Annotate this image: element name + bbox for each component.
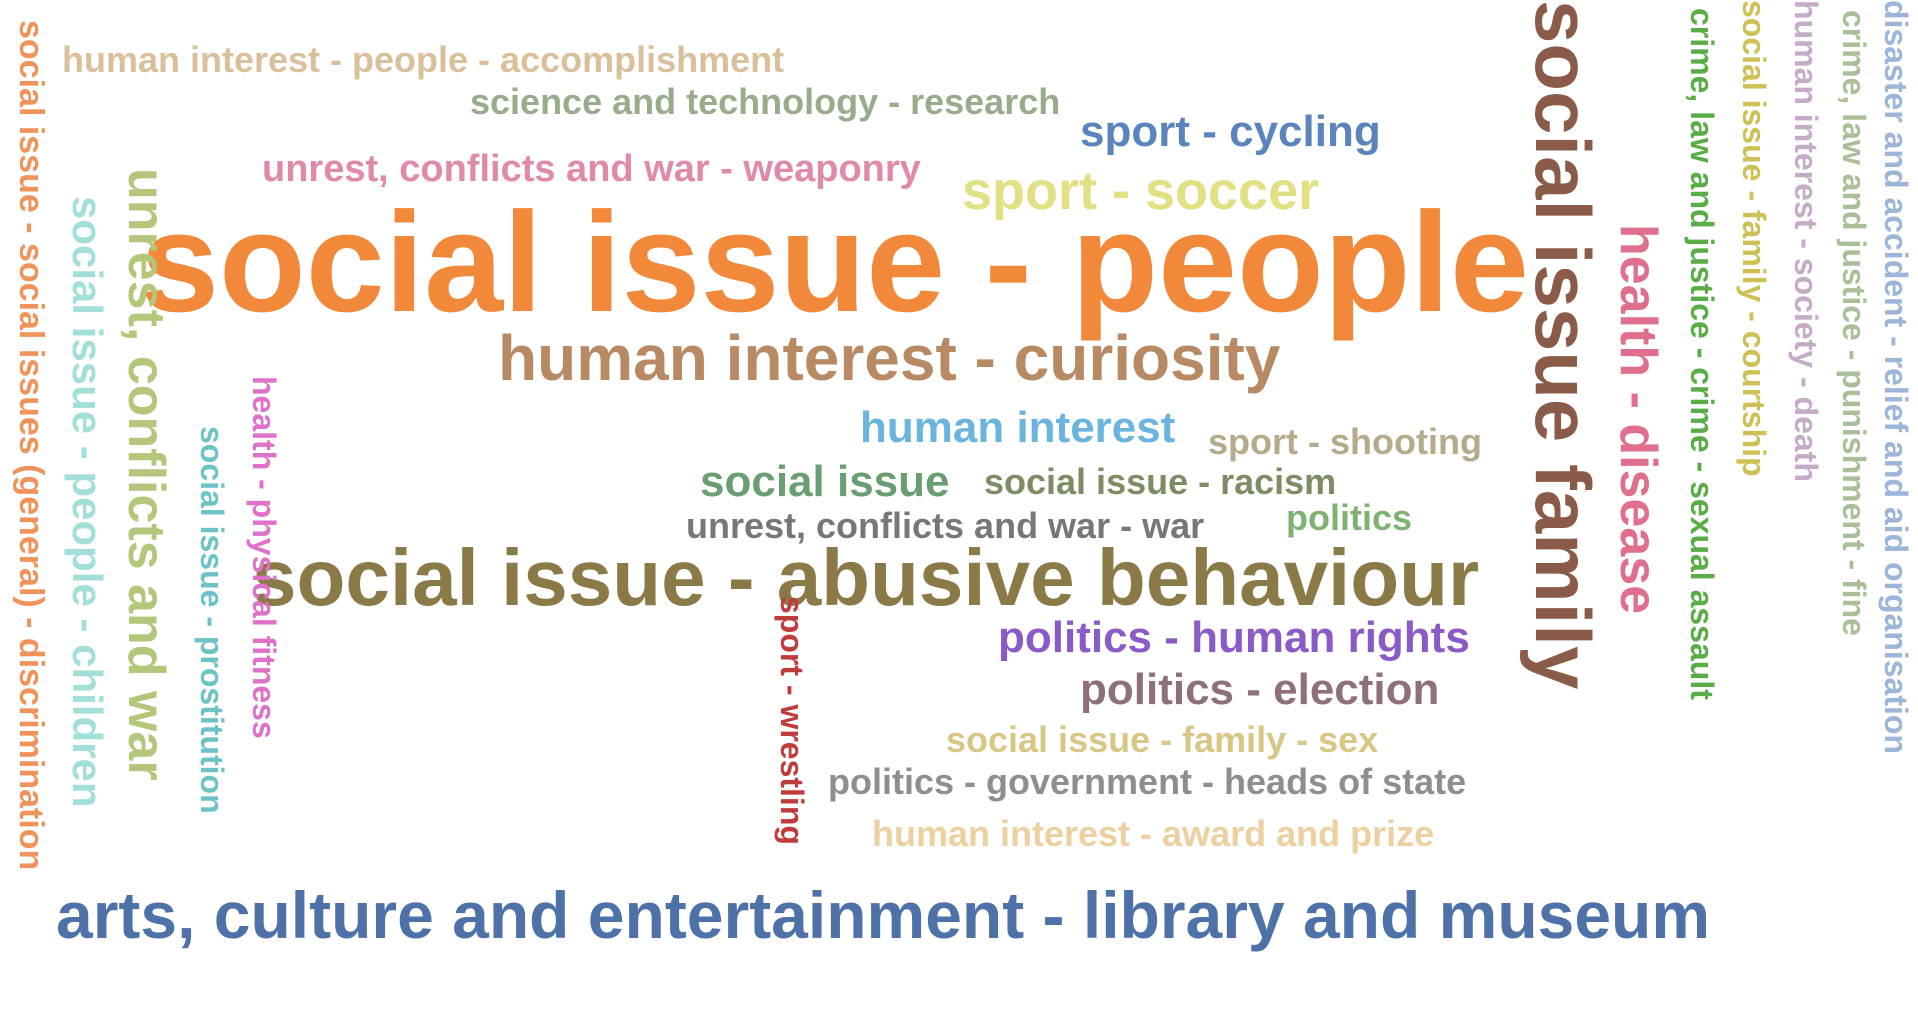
word-human-rights: politics - human rights [998,613,1470,662]
word-wrestling: sport - wrestling [774,596,810,845]
word-human-interest: human interest [860,403,1176,452]
word-accomplishment: human interest - people - accomplishment [62,39,785,80]
word-family-sex: social issue - family - sex [946,719,1379,760]
word-social-issue: social issue [700,457,950,506]
word-heads-of-state: politics - government - heads of state [828,761,1467,802]
word-election: politics - election [1080,665,1440,714]
word-physical-fitness: health - physical fitness [246,376,282,739]
word-weaponry: unrest, conflicts and war - weaponry [262,148,921,190]
word-politics: politics [1286,497,1413,538]
word-fine: crime, law and justice - punishment - fi… [1836,10,1872,636]
word-social-issue-family: social issue family [1519,0,1607,690]
word-discrimination: social issue - social issues (general) -… [12,20,50,871]
word-sexual-assault: crime, law and justice - crime - sexual … [1684,8,1720,700]
word-disease: health - disease [1609,224,1667,615]
word-war: unrest, conflicts and war - war [686,505,1205,546]
word-research: science and technology - research [470,81,1061,122]
word-relief-aid: disaster and accident - relief and aid o… [1878,0,1914,754]
word-cycling: sport - cycling [1080,107,1381,156]
word-death: human interest - society - death [1788,0,1824,482]
word-children: social issue - people - children [64,196,111,808]
word-curiosity: human interest - curiosity [498,322,1281,394]
word-award-and-prize: human interest - award and prize [872,813,1435,854]
word-shooting: sport - shooting [1208,421,1482,462]
word-abusive-behaviour: social issue - abusive behaviour [252,533,1480,622]
word-prostitution: social issue - prostitution [194,426,230,814]
word-racism: social issue - racism [984,461,1337,502]
word-courtship: social issue - family - courtship [1736,0,1772,477]
word-unrest-conflicts-war: unrest, conflicts and war [117,168,175,781]
word-soccer: sport - soccer [962,161,1320,221]
word-library-and-museum: arts, culture and entertainment - librar… [56,878,1711,952]
word-social-issue-people: social issue - people [140,183,1529,342]
